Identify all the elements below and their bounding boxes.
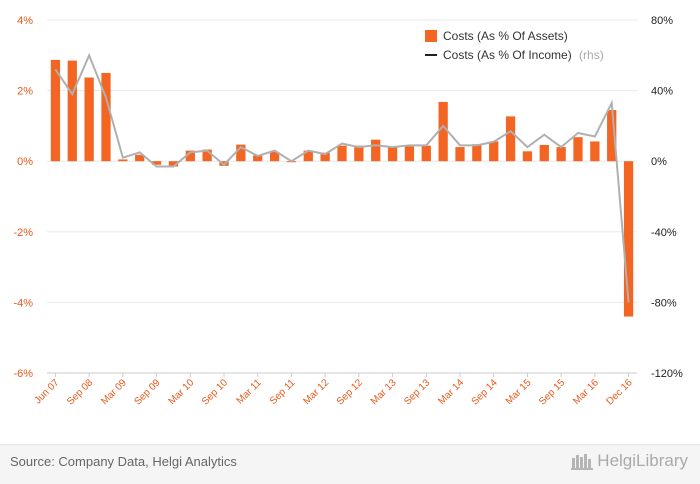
grid-lines <box>47 20 637 373</box>
x-tick-label: Mar 15 <box>504 377 534 407</box>
x-tick-label: Mar 11 <box>235 377 265 407</box>
right-tick-label: -40% <box>651 227 677 239</box>
x-tick-label: Sep 12 <box>335 377 365 407</box>
bar <box>455 147 464 161</box>
chart: 4% 2% 0% -2% -4% -6% 80% 40% 0% -40% -80% -120% Ju… <box>0 0 700 444</box>
left-tick-label: -6% <box>13 368 33 380</box>
left-tick-label: 0% <box>17 156 33 168</box>
left-tick-label: -4% <box>13 297 33 309</box>
x-tick-label: Sep 08 <box>65 377 95 407</box>
bar <box>523 151 532 161</box>
x-tick-label: Sep 11 <box>268 377 298 407</box>
right-tick-label: 0% <box>651 156 667 168</box>
bar <box>405 146 414 161</box>
bar <box>68 61 77 162</box>
bar <box>422 146 431 162</box>
legend-label-line: Costs (As % Of Income) (rhs) <box>443 48 604 62</box>
bar <box>506 116 515 161</box>
bar <box>540 145 549 161</box>
right-tick-label: 40% <box>651 86 673 98</box>
x-tick-label: Mar 10 <box>167 377 197 407</box>
bar <box>85 78 94 162</box>
bar <box>371 140 380 162</box>
x-tick-label: Mar 16 <box>571 377 601 407</box>
x-tick-label: Sep 09 <box>132 377 162 407</box>
x-tick-label: Sep 10 <box>200 377 230 407</box>
right-tick-label: -120% <box>651 368 683 380</box>
bar <box>573 137 582 161</box>
right-axis: 80% 40% 0% -40% -80% -120% <box>651 15 683 380</box>
right-tick-label: 80% <box>651 15 673 27</box>
library-icon <box>571 452 593 470</box>
bar <box>388 146 397 161</box>
bar <box>472 144 481 161</box>
x-tick-label: Sep 15 <box>537 377 567 407</box>
footer: Source: Company Data, Helgi Analytics He… <box>0 444 700 484</box>
right-tick-label: -80% <box>651 297 677 309</box>
x-tick-label: Mar 12 <box>301 377 331 407</box>
bar <box>489 141 498 161</box>
x-tick-label: Jun 07 <box>33 377 62 406</box>
legend-rhs-note: (rhs) <box>579 48 604 62</box>
bar <box>337 146 346 162</box>
helgi-library-logo[interactable]: HelgiLibrary <box>571 451 688 471</box>
line-path <box>55 55 628 302</box>
x-tick-label: Dec 16 <box>605 377 635 407</box>
legend-swatch-bar <box>425 30 437 42</box>
x-tick-label: Mar 09 <box>99 377 129 407</box>
x-tick-label: Sep 13 <box>402 377 432 407</box>
x-tick-label: Mar 14 <box>436 377 466 407</box>
legend: Costs (As % Of Assets) Costs (As % Of In… <box>425 29 604 62</box>
x-tick-label: Mar 13 <box>369 377 399 407</box>
bar <box>590 141 599 161</box>
left-axis: 4% 2% 0% -2% -4% -6% <box>13 15 33 380</box>
line-series <box>55 55 628 302</box>
bar <box>118 159 127 161</box>
bar-series <box>51 60 633 317</box>
left-tick-label: 4% <box>17 15 33 27</box>
bar <box>439 102 448 161</box>
brand-name: HelgiLibrary <box>597 451 688 471</box>
bar <box>557 147 566 161</box>
legend-label-bar: Costs (As % Of Assets) <box>443 29 568 43</box>
x-tick-label: Sep 14 <box>470 377 500 407</box>
left-tick-label: 2% <box>17 86 33 98</box>
bar <box>101 73 110 161</box>
source-note: Source: Company Data, Helgi Analytics <box>10 454 237 469</box>
left-tick-label: -2% <box>13 227 33 239</box>
legend-label-line-text: Costs (As % Of Income) <box>443 48 572 62</box>
